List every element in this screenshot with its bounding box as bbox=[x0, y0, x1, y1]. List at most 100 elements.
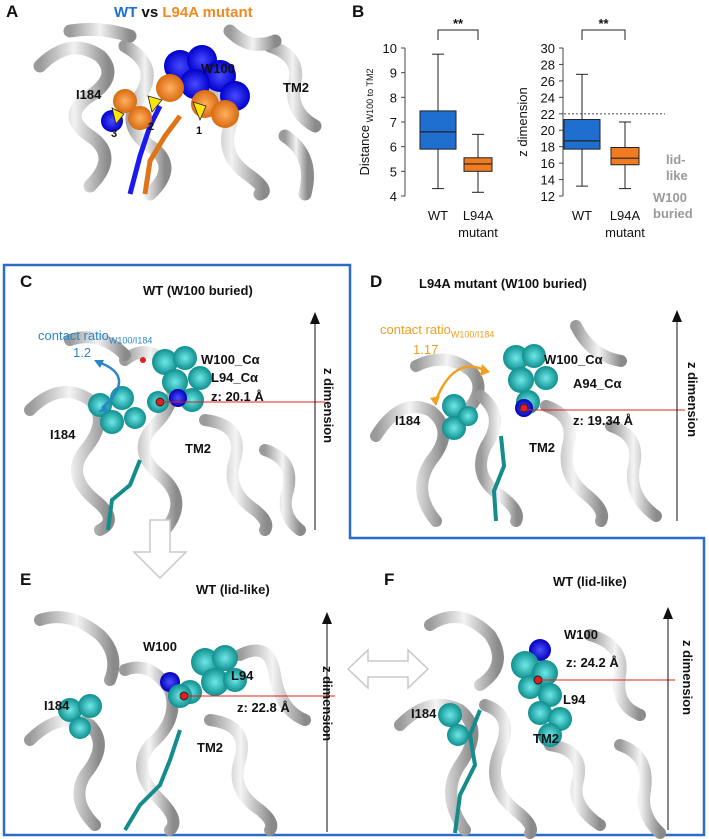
panel-a-structure bbox=[30, 22, 340, 201]
panel-a-title: WT vs L94A mutant bbox=[114, 4, 253, 21]
panel-d-structure bbox=[370, 320, 662, 527]
panel-f-label-z: z: 24.2 Å bbox=[566, 655, 619, 670]
chart1-significance-label: ** bbox=[598, 16, 609, 31]
panel-a-label-i184: I184 bbox=[76, 87, 102, 102]
chart1-xlabel-0-0: WT bbox=[572, 208, 592, 223]
panel-f-z-axis bbox=[540, 607, 675, 830]
panel-a-title-mut: L94A mutant bbox=[162, 4, 253, 21]
chart1-ytick-label-1: 14 bbox=[541, 173, 555, 188]
panel-d-z-axis bbox=[520, 310, 685, 521]
panel-e-label-tm2: TM2 bbox=[197, 740, 223, 755]
panel-d-contact-label: contact ratio bbox=[380, 322, 451, 337]
panel-f-structure bbox=[394, 611, 666, 839]
panel-e-structure bbox=[24, 611, 311, 836]
panel-f-label-tm2: TM2 bbox=[533, 731, 559, 746]
chart1-ytick-label-2: 16 bbox=[541, 156, 555, 171]
panel-d-contact-sub: W100/I184 bbox=[450, 329, 495, 340]
chart1-xlabel-1-0: L94A bbox=[610, 208, 641, 223]
panel-f-zdim-label: z dimension bbox=[680, 640, 695, 716]
panel-f-title: WT (lid-like) bbox=[553, 574, 627, 589]
panel-f-label-w100: W100 bbox=[564, 627, 598, 642]
chart0-ytick-label-0: 4 bbox=[390, 189, 397, 204]
chart0-ylabel-sub: W100 to TM2 bbox=[365, 69, 375, 125]
chart1-box-0 bbox=[563, 119, 601, 150]
panel-e-zdim-label: z dimension bbox=[320, 666, 335, 742]
chart0-ytick-label-4: 8 bbox=[390, 90, 397, 105]
panel-e-label-i184: I184 bbox=[44, 698, 70, 713]
buried-line2: buried bbox=[653, 206, 693, 221]
chart0-ytick-label-1: 5 bbox=[390, 164, 397, 179]
panel-d-contact-ratio: contact ratioW100/I184 bbox=[380, 322, 494, 340]
panel-d-contact-arrow bbox=[430, 364, 490, 406]
panel-c-contact-ratio: contact ratioW100/I184 bbox=[38, 328, 152, 346]
panel-c-contact-value: 1.2 bbox=[73, 345, 92, 360]
panel-c-z-axis bbox=[160, 312, 325, 530]
chart1-ylabel-main: z dimension bbox=[515, 87, 530, 156]
panel-e-title: WT (lid-like) bbox=[196, 582, 270, 597]
chart0-ytick-label-5: 9 bbox=[390, 66, 397, 81]
panel-d-label-z: z: 19.34 Å bbox=[573, 413, 633, 428]
chart1-ytick-label-6: 24 bbox=[541, 90, 555, 105]
chart1-box-1 bbox=[610, 146, 640, 166]
panel-d-contact-value: 1.17 bbox=[413, 342, 439, 357]
panel-a-arrow-3: 3 bbox=[111, 128, 118, 140]
panel-d-title: L94A mutant (W100 buried) bbox=[419, 276, 587, 291]
chart0-ylabel: Distance W100 to TM2 bbox=[357, 69, 375, 176]
panel-letter-d: D bbox=[370, 272, 383, 291]
down-transition-arrow bbox=[132, 519, 188, 580]
chart1-ytick-label-7: 26 bbox=[541, 74, 555, 89]
panel-a-arrow-1: 1 bbox=[196, 125, 203, 137]
chart0-ylabel-main: Distance bbox=[357, 125, 372, 176]
chart0-box-1 bbox=[463, 157, 493, 172]
panel-c-label-i184: I184 bbox=[50, 427, 76, 442]
panel-e-z-axis bbox=[180, 612, 335, 832]
swap-transition-arrow bbox=[346, 648, 430, 690]
panel-a-title-wt: WT bbox=[114, 4, 138, 21]
panel-letter-f: F bbox=[384, 570, 395, 589]
panel-c-zdim-label: z dimension bbox=[321, 368, 336, 444]
lid-like-line1: lid- bbox=[666, 152, 686, 167]
panel-d-label-a94: A94_Cα bbox=[573, 376, 622, 391]
panel-letter-c: C bbox=[20, 272, 33, 291]
panel-c-label-w100: W100_Cα bbox=[201, 352, 260, 367]
buried-line1: W100 bbox=[653, 190, 687, 205]
panel-c-label-l94: L94_Cα bbox=[211, 370, 259, 385]
panel-e-label-z: z: 22.8 Å bbox=[237, 700, 290, 715]
panel-b-lid-like-label: lid- like bbox=[666, 152, 688, 184]
chart0-ytick-label-2: 6 bbox=[390, 140, 397, 155]
panel-c-contact-label: contact ratio bbox=[38, 328, 109, 343]
chart0-significance-bracket bbox=[437, 29, 479, 40]
panel-d-label-i184: I184 bbox=[395, 413, 421, 428]
chart1-ytick-label-3: 18 bbox=[541, 140, 555, 155]
panel-d-zdim-label: z dimension bbox=[685, 362, 700, 438]
panel-letter-b: B bbox=[352, 2, 365, 21]
panel-c-contact-arrow bbox=[94, 360, 121, 412]
lid-like-line2: like bbox=[666, 168, 688, 183]
chart0-xlabel-0-0: WT bbox=[428, 208, 448, 223]
panel-c-title: WT (W100 buried) bbox=[143, 283, 253, 298]
chart1-xlabel-1-1: mutant bbox=[605, 225, 645, 240]
chart1-ytick-label-5: 22 bbox=[541, 107, 555, 122]
panel-d-label-tm2: TM2 bbox=[529, 440, 555, 455]
panel-c-label-tm2: TM2 bbox=[185, 441, 211, 456]
chart0-xlabel-1-0: L94A bbox=[463, 208, 494, 223]
panel-a-arrow-2: 2 bbox=[148, 121, 155, 133]
chart1-ytick-label-0: 12 bbox=[541, 189, 555, 204]
panel-b-w100-buried-label: W100 buried bbox=[653, 190, 693, 222]
chart0-ytick-label-3: 7 bbox=[390, 115, 397, 130]
panel-a-label-w100: W100 bbox=[201, 61, 235, 76]
chart1-ytick-label-4: 20 bbox=[541, 123, 555, 138]
panel-d-label-w100: W100_Cα bbox=[544, 352, 603, 367]
panel-e-label-w100: W100 bbox=[143, 639, 177, 654]
chart1-ytick-label-8: 28 bbox=[541, 57, 555, 72]
panel-f-label-l94: L94 bbox=[563, 692, 586, 707]
chart0-significance-label: ** bbox=[453, 16, 464, 31]
panel-a-title-vs: vs bbox=[141, 4, 159, 21]
panel-e-label-l94: L94 bbox=[231, 668, 254, 683]
chart0-xlabel-1-1: mutant bbox=[458, 225, 498, 240]
panel-f-label-i184: I184 bbox=[411, 706, 437, 721]
panel-c-label-z: z: 20.1 Å bbox=[211, 389, 264, 404]
chart1-ytick-label-9: 30 bbox=[541, 41, 555, 56]
chart1-significance-bracket bbox=[581, 29, 626, 40]
